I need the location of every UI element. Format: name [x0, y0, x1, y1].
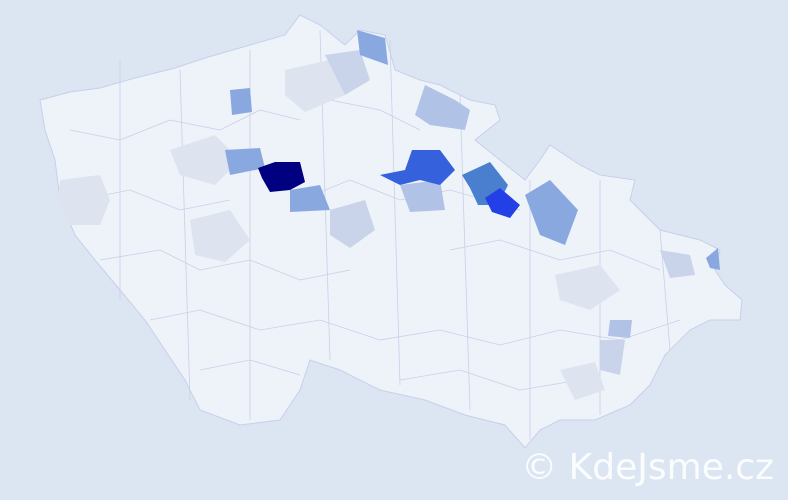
country-shape [39, 14, 743, 449]
region [230, 88, 252, 115]
region [380, 150, 455, 185]
region [58, 175, 110, 225]
region [525, 180, 578, 245]
region [325, 50, 370, 95]
region [555, 265, 620, 310]
region [400, 180, 445, 212]
region [290, 185, 330, 212]
region [330, 200, 375, 248]
country-outline [39, 14, 743, 449]
region [225, 148, 265, 175]
region [560, 362, 605, 400]
region [285, 60, 345, 112]
region [600, 340, 625, 375]
region [415, 85, 470, 130]
highlighted-regions [58, 30, 720, 400]
region [357, 30, 388, 65]
region [660, 250, 695, 278]
region [258, 162, 305, 192]
region [190, 210, 250, 262]
watermark: © KdeJsme.cz [521, 447, 774, 488]
region [706, 248, 720, 270]
region [485, 188, 520, 218]
region [608, 320, 632, 338]
region [170, 135, 240, 185]
